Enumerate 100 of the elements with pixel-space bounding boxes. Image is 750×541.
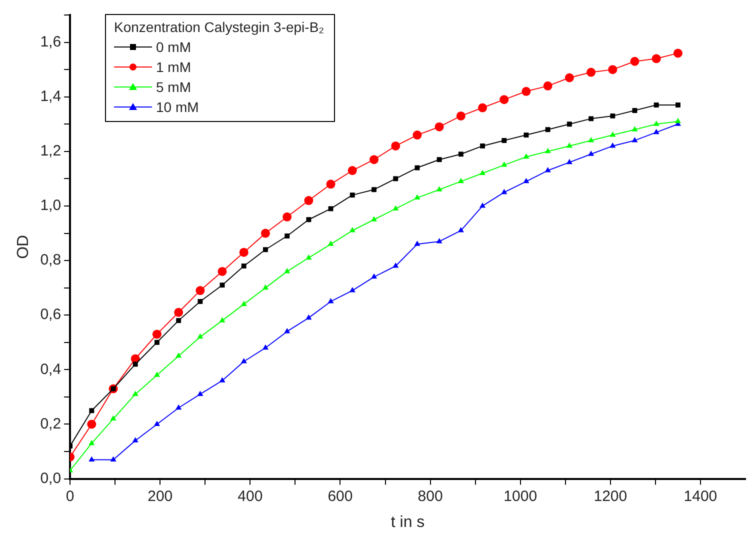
- y-tick-label: 0,8: [40, 252, 62, 269]
- point: [350, 192, 355, 198]
- point: [240, 358, 247, 364]
- point: [610, 113, 616, 118]
- x-tick-label: 1200: [594, 488, 628, 505]
- point: [87, 420, 96, 429]
- point: [479, 170, 486, 175]
- point: [608, 65, 618, 74]
- point: [110, 456, 116, 462]
- point: [392, 262, 399, 268]
- point: [391, 141, 400, 150]
- point: [328, 298, 334, 304]
- point: [654, 102, 659, 108]
- point: [501, 188, 508, 194]
- point: [478, 103, 488, 112]
- point: [263, 247, 268, 252]
- point: [674, 118, 681, 124]
- y-tick-label: 1,2: [40, 142, 62, 160]
- point: [523, 153, 530, 159]
- point: [282, 212, 292, 222]
- x-tick-label: 0: [66, 488, 74, 505]
- point: [110, 415, 116, 421]
- point: [132, 437, 138, 442]
- point: [132, 362, 138, 367]
- point: [306, 314, 312, 320]
- point: [545, 127, 550, 132]
- y-tick-label: 0,4: [40, 360, 62, 378]
- point: [239, 248, 248, 257]
- y-tick-label: 1,6: [40, 33, 62, 50]
- point: [370, 216, 378, 222]
- point: [392, 205, 399, 210]
- point: [588, 116, 594, 122]
- point: [349, 227, 356, 232]
- x-tick-label: 400: [238, 488, 263, 505]
- point: [174, 308, 184, 317]
- point: [653, 120, 660, 126]
- point: [370, 273, 378, 279]
- point: [284, 234, 290, 238]
- point: [197, 333, 204, 339]
- point: [458, 178, 464, 184]
- point: [588, 150, 594, 156]
- point: [544, 148, 551, 154]
- point: [176, 352, 182, 358]
- y-tick-label: 0,0: [40, 470, 62, 487]
- point: [501, 162, 508, 167]
- point: [566, 158, 572, 164]
- point: [154, 340, 160, 345]
- point: [412, 130, 422, 140]
- point: [610, 132, 616, 137]
- point: [198, 298, 203, 304]
- x-tick-label: 1000: [504, 488, 538, 505]
- point: [220, 282, 225, 288]
- y-axis-title: OD: [15, 234, 32, 259]
- point: [543, 81, 552, 90]
- point: [673, 48, 682, 58]
- point: [675, 102, 680, 108]
- point: [414, 194, 420, 200]
- x-axis-title: t in s: [390, 514, 425, 531]
- point: [197, 390, 204, 396]
- point: [458, 227, 464, 232]
- point: [479, 202, 486, 208]
- point: [610, 142, 616, 148]
- point: [436, 157, 442, 162]
- y-tick-label: 0,2: [40, 415, 62, 432]
- point: [326, 180, 336, 189]
- legend-title: Konzentration Calystegin 3-epi-B₂: [114, 19, 324, 35]
- point: [434, 122, 444, 132]
- legend-label: 5 mM: [156, 78, 191, 97]
- y-tick-label: 1,0: [40, 197, 62, 214]
- point: [630, 56, 640, 66]
- x-tick-label: 600: [328, 488, 353, 505]
- point: [154, 420, 160, 426]
- point: [632, 126, 638, 132]
- point: [544, 167, 551, 172]
- point: [328, 240, 334, 246]
- x-tick-label: 1400: [684, 488, 718, 505]
- point: [523, 178, 530, 184]
- point: [284, 328, 290, 334]
- legend-label: 0 mM: [156, 38, 191, 57]
- point: [414, 240, 420, 246]
- point: [370, 155, 379, 164]
- point: [436, 238, 442, 244]
- y-tick-label: 1,4: [40, 88, 62, 105]
- point: [260, 228, 270, 238]
- point: [240, 300, 247, 306]
- point: [652, 54, 661, 64]
- point: [176, 404, 182, 410]
- y-tick-label: 0,6: [40, 306, 62, 324]
- point: [196, 286, 205, 296]
- point: [176, 318, 182, 324]
- point: [502, 138, 507, 143]
- point: [304, 196, 314, 206]
- point: [566, 142, 572, 148]
- point: [306, 217, 312, 222]
- point: [262, 344, 269, 350]
- legend-label: 10 mM: [156, 98, 199, 117]
- point: [284, 268, 290, 274]
- point: [132, 390, 138, 396]
- point: [632, 108, 638, 113]
- point: [152, 330, 162, 339]
